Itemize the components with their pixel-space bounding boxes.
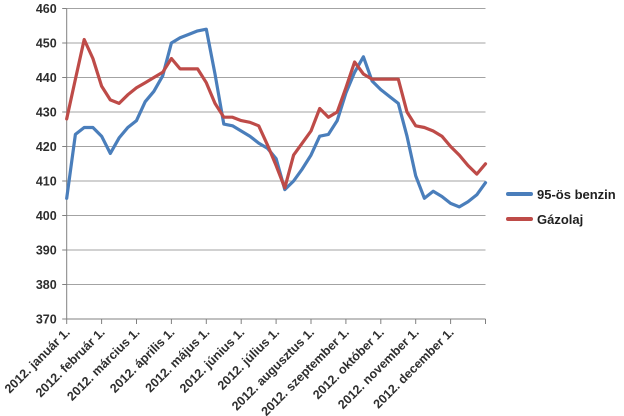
y-axis-label: 420 (36, 140, 57, 154)
x-axis-label: 2012. július 1. (215, 325, 282, 392)
series-line-benzin (65, 27, 488, 209)
legend-label-gazolaj: Gázolaj (537, 211, 584, 227)
y-axis-label: 410 (36, 175, 57, 189)
legend-item-benzin: 95-ös benzin (506, 186, 616, 202)
series-line-gazolaj (65, 37, 488, 190)
legend-item-gazolaj: Gázolaj (506, 211, 616, 227)
y-axis-label: 430 (36, 106, 57, 120)
y-axis-label: 370 (36, 313, 57, 327)
y-axis-label: 450 (36, 37, 57, 51)
legend: 95-ös benzin Gázolaj (506, 186, 616, 236)
gazolaj-line-swatch (506, 217, 533, 221)
legend-label-benzin: 95-ös benzin (537, 186, 616, 202)
y-axis-label: 400 (36, 209, 57, 223)
y-axis-label: 440 (36, 71, 57, 85)
y-axis-label: 390 (36, 244, 57, 258)
benzin-line-swatch (506, 192, 533, 196)
y-axis-label: 380 (36, 278, 57, 292)
y-axis-label: 460 (36, 2, 57, 16)
